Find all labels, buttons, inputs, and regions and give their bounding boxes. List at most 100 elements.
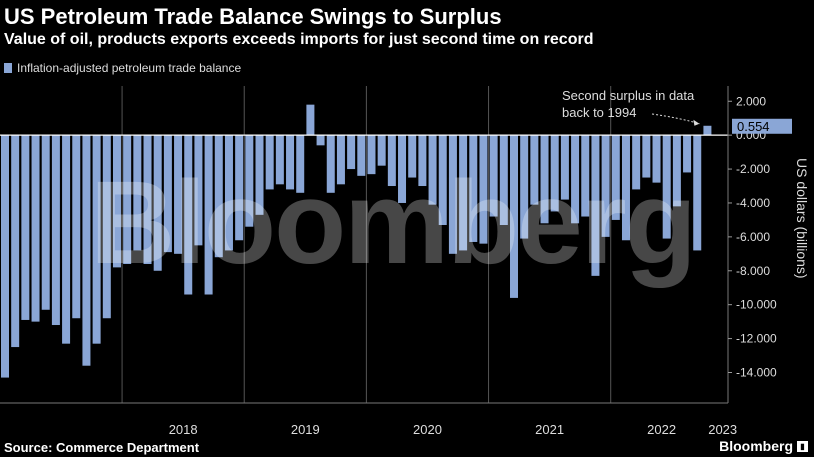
last-value-box [732,118,792,134]
bar [357,135,366,176]
bar [214,135,223,258]
bar [662,135,671,239]
chart-title: US Petroleum Trade Balance Swings to Sur… [4,4,502,29]
bloomberg-terminal-icon: ▮ [797,440,808,452]
year-label: 2019 [291,422,320,437]
bar [367,135,376,175]
bar [194,135,203,246]
y-tick-label: -4.000 [736,196,770,210]
annotation-text: back to 1994 [562,105,636,120]
brand-name: Bloomberg [719,438,793,454]
bar [591,135,600,276]
y-tick-label: -12.000 [736,332,777,346]
bar [163,135,172,253]
bar [255,135,264,215]
bar [123,135,132,264]
bar [703,125,712,136]
source-note: Source: Commerce Department [4,440,200,455]
bar [571,135,580,224]
legend: Inflation-adjusted petroleum trade balan… [4,61,241,75]
bar [82,135,91,366]
bar [601,135,610,237]
bar [41,135,50,310]
y-tick-label: -10.000 [736,298,777,312]
bar [683,135,692,173]
bar [184,135,193,295]
bar [112,135,121,268]
bar [235,135,244,241]
bar [652,135,661,183]
legend-label: Inflation-adjusted petroleum trade balan… [17,61,242,75]
bar [377,135,386,166]
year-label: 2021 [535,422,564,437]
bar [265,135,274,190]
annotation-arrow [651,113,700,125]
bar [540,135,549,224]
bar [296,135,305,193]
bar [459,135,468,251]
bar [398,135,407,203]
last-value-label: 0.554 [737,119,770,134]
bar [316,135,325,146]
bar [72,135,81,319]
bar [520,135,529,239]
bar [21,135,30,320]
axis [0,86,729,404]
annotation: Second surplus in data back to 1994 0.554 [562,88,792,134]
bar [693,135,702,251]
bar [560,135,569,200]
bar [306,104,315,136]
bar [143,135,152,264]
bar [621,135,630,241]
bar [62,135,71,344]
bar [336,135,345,185]
year-label: 2023 [708,422,737,437]
bar [642,135,651,178]
bar [418,135,427,187]
bar [387,135,396,187]
year-label: 2020 [413,422,442,437]
year-labels: 2018 2019 2020 2021 2022 2023 [169,422,737,437]
bar [51,135,60,326]
year-label: 2018 [169,422,198,437]
y-tick-label: -2.000 [736,162,770,176]
y-tick-label: -6.000 [736,230,770,244]
bar [245,135,254,227]
bar [611,135,620,220]
bar [510,135,518,298]
bar [1,135,9,378]
bar [448,135,457,254]
y-tick-label: 2.000 [736,94,766,108]
bar [102,135,111,319]
bar [92,135,101,344]
bar [347,135,356,170]
bar [174,135,183,254]
bar [326,135,335,193]
bar [469,135,478,242]
bar [275,135,284,185]
bar [672,135,681,207]
bar [632,135,641,190]
bars [1,104,712,378]
bar [153,135,162,271]
bar [581,135,590,217]
bar [428,135,437,205]
bar [408,135,417,178]
legend-swatch [4,63,12,73]
vertical-gridlines [121,86,612,403]
annotation-arrowhead [693,119,700,126]
bar [204,135,213,295]
bar [224,135,233,251]
bar [489,135,498,217]
bar [438,135,447,225]
bar [530,135,539,205]
bar [133,135,142,251]
y-tick-label: -14.000 [736,365,777,379]
brand-logo: Bloomberg ▮ [719,438,808,454]
bar [11,135,20,348]
y-axis-label: US dollars (billions) [794,158,810,279]
y-ticks: 2.0000.000-2.000-4.000-6.000-8.000-10.00… [728,94,810,379]
chart-subtitle: Value of oil, products exports exceeds i… [4,31,594,48]
annotation-text: Second surplus in data [562,88,695,103]
